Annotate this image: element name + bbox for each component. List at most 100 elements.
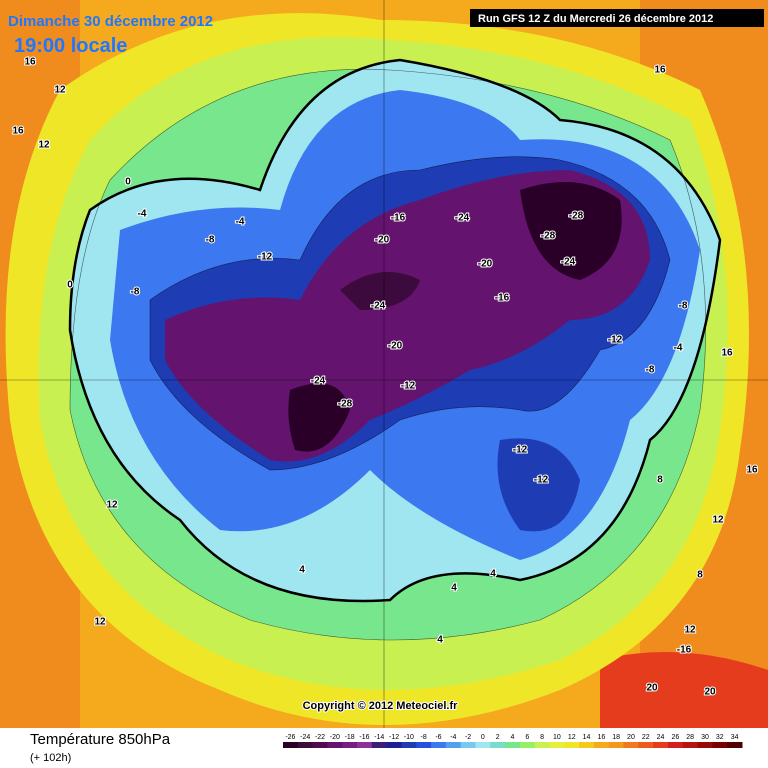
contour-label: 0 xyxy=(67,280,73,291)
colorbar-tick: 8 xyxy=(540,734,544,741)
colorbar-swatch xyxy=(416,742,432,748)
colorbar-swatch xyxy=(342,742,358,748)
colorbar-swatch xyxy=(593,742,610,748)
colorbar-swatch xyxy=(579,742,595,748)
colorbar-swatch xyxy=(697,742,713,748)
colorbar-tick: -6 xyxy=(435,734,441,741)
contour-label: 0 xyxy=(125,177,131,188)
contour-label: 20 xyxy=(704,687,716,698)
contour-label: 16 xyxy=(24,57,36,68)
contour-label: -20 xyxy=(478,259,493,270)
colorbar-tick: -4 xyxy=(450,734,456,741)
colorbar-swatch xyxy=(371,742,388,748)
contour-label: 8 xyxy=(697,570,703,581)
colorbar-swatch xyxy=(653,742,669,748)
colorbar-swatch xyxy=(445,742,462,748)
contour-label: -4 xyxy=(236,217,245,228)
colorbar-swatch xyxy=(667,742,684,748)
colorbar-swatch xyxy=(638,742,654,748)
colorbar-tick: -14 xyxy=(374,734,384,741)
colorbar-tick: 0 xyxy=(481,734,485,741)
contour-label: 4 xyxy=(299,565,305,576)
colorbar-tick: 12 xyxy=(568,734,576,741)
colorbar-tick: -26 xyxy=(285,734,295,741)
contour-label: -28 xyxy=(541,231,556,242)
contour-label: 20 xyxy=(646,683,658,694)
colorbar-tick: 20 xyxy=(627,734,635,741)
colorbar-swatch xyxy=(431,742,447,748)
contour-label: -16 xyxy=(495,293,510,304)
contour-label: 16 xyxy=(654,65,666,76)
colorbar-tick: -18 xyxy=(345,734,355,741)
colorbar-swatch xyxy=(490,742,506,748)
colorbar-swatch xyxy=(283,742,299,748)
copyright: Copyright © 2012 Meteociel.fr xyxy=(303,700,459,712)
contour-label: -24 xyxy=(311,376,326,387)
colorbar-tick: 4 xyxy=(511,734,515,741)
colorbar-tick: 32 xyxy=(716,734,724,741)
contour-label: -4 xyxy=(674,343,683,354)
colorbar-swatch xyxy=(386,742,402,748)
colorbar-tick: 28 xyxy=(686,734,694,741)
colorbar-swatch xyxy=(475,742,491,748)
contour-label: 4 xyxy=(490,569,496,580)
colorbar-swatch xyxy=(401,742,417,748)
colorbar-tick: -16 xyxy=(359,734,369,741)
contour-label: -16 xyxy=(677,645,692,656)
colorbar-tick: 6 xyxy=(525,734,529,741)
colorbar-tick: -22 xyxy=(315,734,325,741)
colorbar-swatch xyxy=(682,742,699,748)
colorbar-swatch xyxy=(297,742,314,748)
colorbar-tick: -10 xyxy=(404,734,414,741)
colorbar-tick: 22 xyxy=(642,734,650,741)
contour-label: -8 xyxy=(206,235,215,246)
contour-label: 12 xyxy=(54,85,66,96)
colorbar-tick: -8 xyxy=(421,734,427,741)
contour-label: -8 xyxy=(646,365,655,376)
colorbar-swatch xyxy=(327,742,343,748)
colorbar-tick: 26 xyxy=(671,734,679,741)
contour-label: -16 xyxy=(391,213,406,224)
colorbar: -26 -24 -22 -20 -18 -16 -14 -12 -10 -8 -6 -4 -2 0 2 4 6 8… xyxy=(283,734,743,748)
colorbar-tick: 16 xyxy=(597,734,605,741)
colorbar-tick: 2 xyxy=(496,734,500,741)
contour-label: 12 xyxy=(94,617,106,628)
colorbar-swatch xyxy=(564,742,580,748)
colorbar-swatch xyxy=(623,742,639,748)
colorbar-tick: 18 xyxy=(612,734,620,741)
contour-label: 12 xyxy=(106,500,118,511)
colorbar-tick: 14 xyxy=(583,734,591,741)
colorbar-swatch xyxy=(549,742,565,748)
contour-label: -20 xyxy=(388,341,403,352)
contour-label: -24 xyxy=(561,257,576,268)
contour-labels: 1612121612160-4-4-8-8-12-16-20-24-24-28-… xyxy=(11,56,759,699)
contour-label: 12 xyxy=(712,515,724,526)
contour-label: 12 xyxy=(684,625,696,636)
contour-label: 8 xyxy=(657,475,663,486)
colorbar-tick: 10 xyxy=(553,734,561,741)
colorbar-tick: 24 xyxy=(657,734,665,741)
contour-label: 16 xyxy=(12,126,24,137)
colorbar-tick: 30 xyxy=(701,734,709,741)
contour-label: 16 xyxy=(721,348,733,359)
run-info: Run GFS 12 Z du Mercredi 26 décembre 201… xyxy=(478,13,713,25)
contour-label: -24 xyxy=(455,213,470,224)
contour-label: -8 xyxy=(679,301,688,312)
colorbar-swatch xyxy=(312,742,328,748)
contour-label: -12 xyxy=(258,252,273,263)
colorbar-tick: -24 xyxy=(300,734,310,741)
colorbar-swatch xyxy=(505,742,521,748)
colorbar-tick: 34 xyxy=(731,734,739,741)
colorbar-tick: -2 xyxy=(465,734,471,741)
contour-label: -12 xyxy=(401,381,416,392)
colorbar-swatch xyxy=(608,742,625,748)
contour-label: 16 xyxy=(746,465,758,476)
contour-label: -8 xyxy=(131,287,140,298)
colorbar-swatch xyxy=(460,742,476,748)
footer-title: Température 850hPa xyxy=(30,731,171,748)
contour-label: -12 xyxy=(534,475,549,486)
contour-label: -20 xyxy=(375,235,390,246)
colorbar-swatch xyxy=(534,742,551,748)
contour-label: -24 xyxy=(371,301,386,312)
